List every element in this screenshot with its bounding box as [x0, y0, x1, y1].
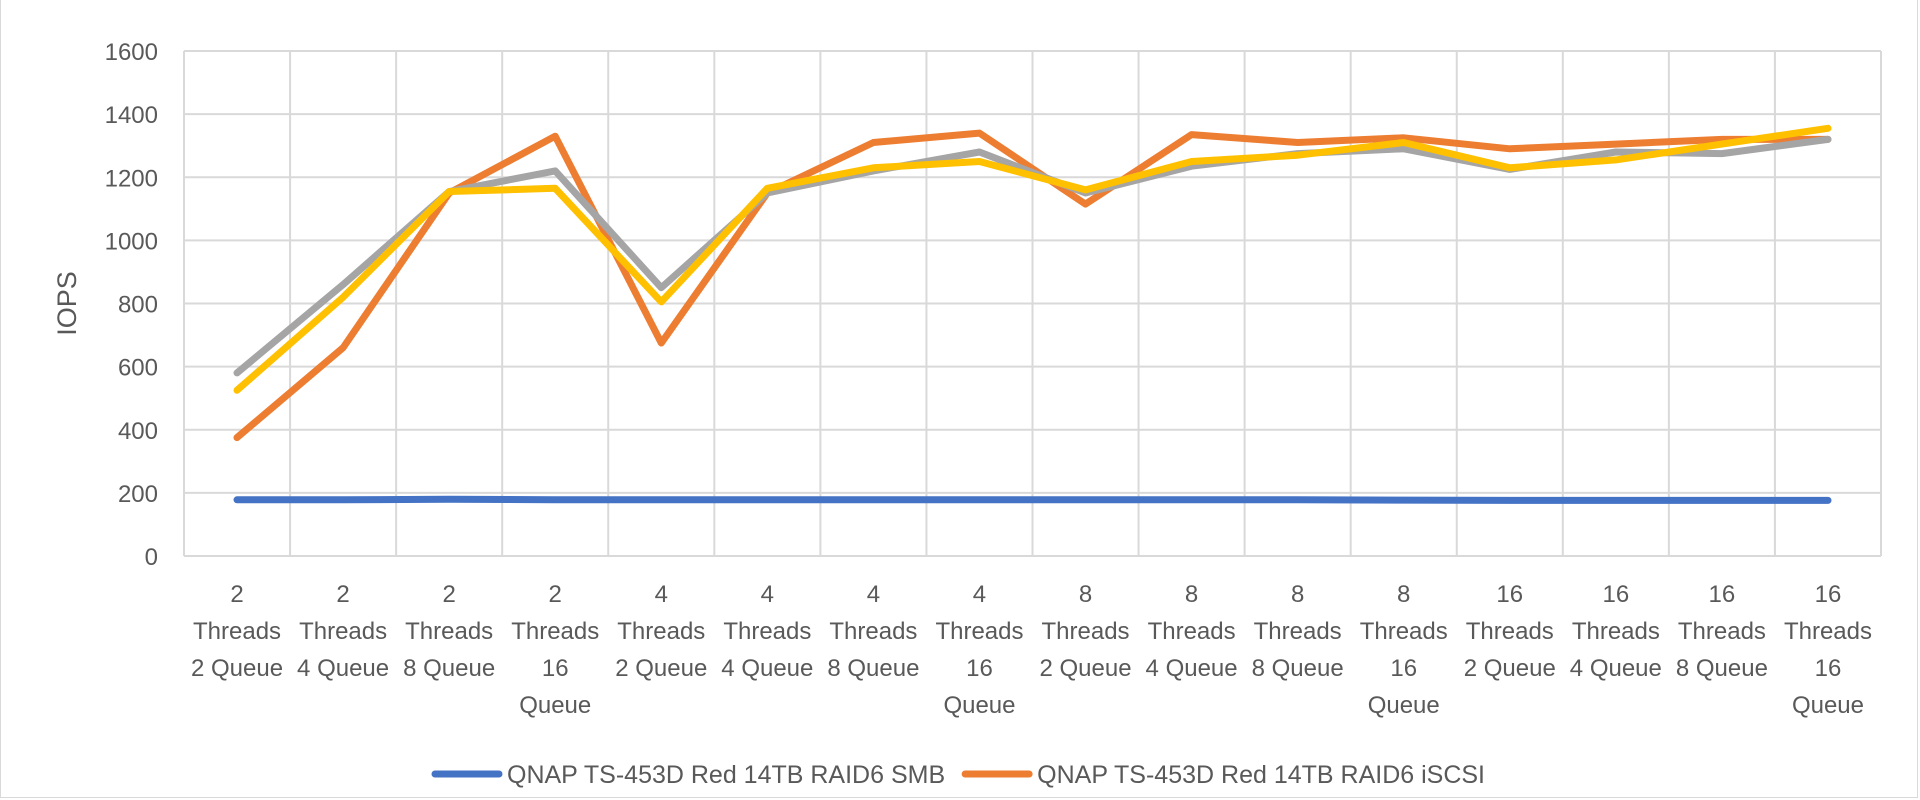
- x-tick-label-line: Queue: [943, 692, 1015, 719]
- x-tick-label: 16 Threads 4 Queue: [1570, 581, 1662, 682]
- y-axis-label: IOPS: [52, 271, 82, 336]
- x-tick-label-line: 2: [549, 581, 562, 608]
- y-axis-label-group: IOPS: [52, 271, 82, 336]
- x-tick-label-line: 2 Queue: [1039, 655, 1131, 682]
- x-tick-label-line: 4 Queue: [1570, 655, 1662, 682]
- x-tick-label-line: 8: [1185, 581, 1198, 608]
- x-tick-label-line: 16: [1390, 655, 1417, 682]
- y-tick-label: 1600: [105, 39, 158, 66]
- y-tick-label: 1200: [105, 165, 158, 192]
- x-tick-label-line: 4 Queue: [721, 655, 813, 682]
- x-tick-label-line: Threads: [1148, 618, 1236, 645]
- y-tick-label: 800: [118, 292, 158, 319]
- x-tick-label-line: 8 Queue: [827, 655, 919, 682]
- x-tick-label: 8 Threads 2 Queue: [1039, 581, 1131, 682]
- x-tick-label-line: Queue: [1792, 692, 1864, 719]
- y-tick-label: 1400: [105, 102, 158, 129]
- x-tick-label: 8 Threads 8 Queue: [1252, 581, 1344, 682]
- x-tick-label-line: 2: [336, 581, 349, 608]
- y-tick-label: 200: [118, 481, 158, 508]
- x-tick-label-line: 4: [973, 581, 986, 608]
- x-tick-label-line: Threads: [193, 618, 281, 645]
- series-line-1: [233, 129, 1832, 442]
- x-tick-label-line: Threads: [405, 618, 493, 645]
- x-tick-label-line: 8 Queue: [1676, 655, 1768, 682]
- x-tick-label-line: 4 Queue: [1146, 655, 1238, 682]
- x-tick-label-line: Queue: [519, 692, 591, 719]
- x-tick-label-line: Threads: [1466, 618, 1554, 645]
- x-tick-label-line: 8 Queue: [1252, 655, 1344, 682]
- x-tick-label-line: 4: [655, 581, 668, 608]
- x-tick-label-line: 4: [867, 581, 880, 608]
- x-tick-label-line: 16: [1602, 581, 1629, 608]
- x-tick-label: 16 Threads 16 Queue: [1784, 581, 1872, 719]
- x-tick-label-line: 8: [1291, 581, 1304, 608]
- x-tick-label-line: 2 Queue: [1464, 655, 1556, 682]
- x-tick-label-line: 16: [1709, 581, 1736, 608]
- x-tick-label-line: Threads: [511, 618, 599, 645]
- x-tick-label: 2 Threads 8 Queue: [403, 581, 495, 682]
- x-tick-label-line: 16: [1496, 581, 1523, 608]
- x-tick-label-line: 2 Queue: [615, 655, 707, 682]
- y-tick-label: 1000: [105, 228, 158, 255]
- x-tick-label: 16 Threads 2 Queue: [1464, 581, 1556, 682]
- x-tick-label-line: Threads: [723, 618, 811, 645]
- x-tick-label: 4 Threads 16 Queue: [935, 581, 1023, 719]
- legend-label: QNAP TS-453D Red 14TB RAID6 SMB: [507, 761, 945, 789]
- x-tick-label: 2 Threads 4 Queue: [297, 581, 389, 682]
- y-tick-label: 600: [118, 355, 158, 382]
- x-tick-label-line: Threads: [1360, 618, 1448, 645]
- x-tick-label: 4 Threads 2 Queue: [615, 581, 707, 682]
- x-tick-label-line: 16: [966, 655, 993, 682]
- gridlines: [183, 50, 1882, 557]
- x-tick-label-line: 16: [1815, 655, 1842, 682]
- x-tick-label-line: Threads: [1042, 618, 1130, 645]
- legend: QNAP TS-453D Red 14TB RAID6 SMB QNAP TS-4…: [431, 761, 1485, 789]
- x-tick-label-line: Threads: [1784, 618, 1872, 645]
- legend-label: QNAP TS-453D Red 14TB RAID6 iSCSI: [1037, 761, 1485, 789]
- x-tick-label-line: 8: [1397, 581, 1410, 608]
- x-tick-label: 4 Threads 4 Queue: [721, 581, 813, 682]
- x-tick-label-line: Threads: [617, 618, 705, 645]
- x-tick-label-line: 8: [1079, 581, 1092, 608]
- x-tick-label-line: Threads: [1678, 618, 1766, 645]
- x-tick-label-line: 16: [542, 655, 569, 682]
- series-line-3: [233, 124, 1832, 394]
- x-tick-label-line: 2: [230, 581, 243, 608]
- x-tick-label-line: 16: [1815, 581, 1842, 608]
- x-tick-label-line: 2: [442, 581, 455, 608]
- series-line-0: [233, 495, 1832, 504]
- series-lines: [233, 124, 1832, 504]
- x-tick-label-line: Threads: [935, 618, 1023, 645]
- x-tick-label-line: Threads: [829, 618, 917, 645]
- x-tick-label: 8 Threads 4 Queue: [1146, 581, 1238, 682]
- x-tick-label-line: Threads: [299, 618, 387, 645]
- x-tick-label-line: 2 Queue: [191, 655, 283, 682]
- x-tick-label-line: Queue: [1368, 692, 1440, 719]
- x-tick-label: 4 Threads 8 Queue: [827, 581, 919, 682]
- x-tick-label: 16 Threads 8 Queue: [1676, 581, 1768, 682]
- x-tick-label-line: 4: [761, 581, 774, 608]
- y-axis-ticks: 0 200 400 600 800 1000 1200 1400 1600: [105, 39, 158, 571]
- x-tick-label: 2 Threads 16 Queue: [511, 581, 599, 719]
- x-tick-label: 8 Threads 16 Queue: [1360, 581, 1448, 719]
- x-tick-label-line: 4 Queue: [297, 655, 389, 682]
- x-tick-label-line: Threads: [1254, 618, 1342, 645]
- y-tick-label: 400: [118, 418, 158, 445]
- x-tick-label-line: 8 Queue: [403, 655, 495, 682]
- x-tick-label-line: Threads: [1572, 618, 1660, 645]
- x-tick-label: 2 Threads 2 Queue: [191, 581, 283, 682]
- y-tick-label: 0: [145, 544, 158, 571]
